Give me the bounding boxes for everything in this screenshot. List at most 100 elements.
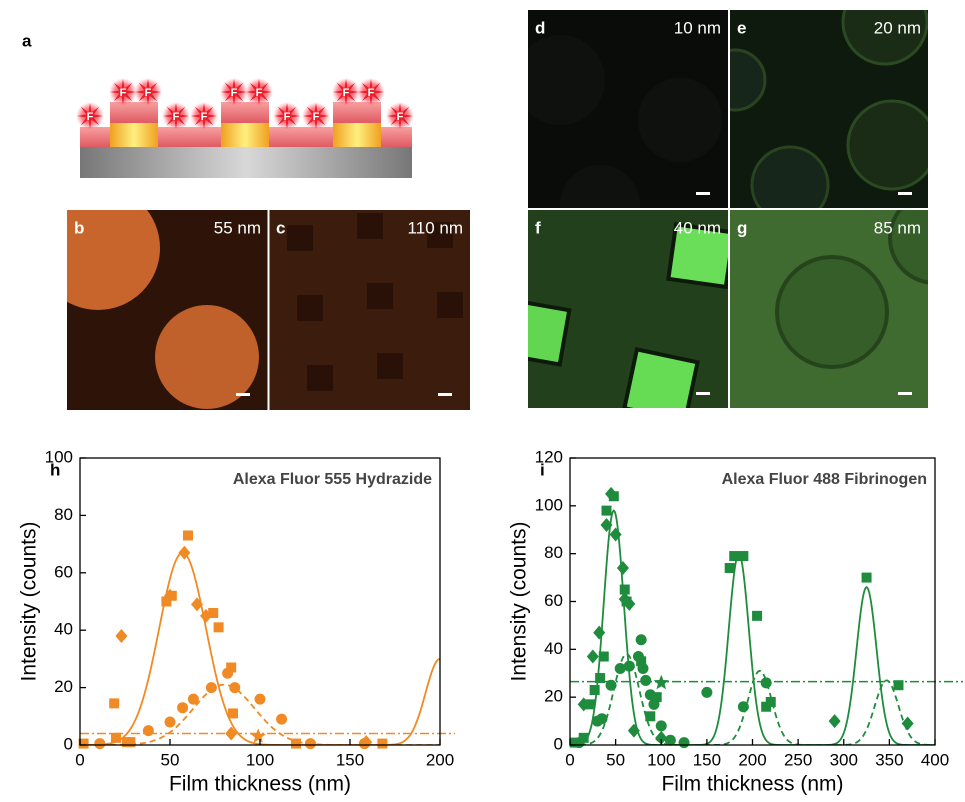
micrograph — [506, 210, 734, 421]
point — [638, 663, 649, 674]
fluorophore-label: F — [368, 87, 375, 99]
point — [752, 611, 762, 621]
fluorophore-label: F — [145, 87, 152, 99]
point — [628, 724, 640, 738]
panel-label: e — [737, 18, 746, 37]
point — [599, 652, 609, 662]
point — [602, 506, 612, 516]
point — [829, 714, 841, 728]
point — [654, 675, 669, 690]
fit-curve — [570, 511, 935, 745]
micrograph — [730, 193, 965, 408]
point — [229, 682, 240, 693]
y-tick-label: 60 — [544, 591, 563, 610]
x-tick-label: 50 — [161, 750, 180, 769]
point — [143, 725, 154, 736]
point — [862, 573, 872, 583]
point — [593, 626, 605, 640]
chart: 050100150200250300350400020406080100120F… — [508, 447, 963, 795]
point — [648, 699, 659, 710]
point — [640, 675, 651, 686]
x-tick-label: 0 — [565, 750, 574, 769]
fluorophore-label: F — [120, 87, 127, 99]
fluorophore-label: F — [87, 111, 94, 123]
x-tick-label: 200 — [426, 750, 454, 769]
point — [206, 682, 217, 693]
panel-label: g — [737, 218, 747, 237]
x-tick-label: 200 — [738, 750, 766, 769]
panel-label: i — [540, 460, 545, 479]
thickness-label: 20 nm — [874, 18, 921, 37]
x-tick-label: 100 — [647, 750, 675, 769]
fluorophore-label: F — [231, 87, 238, 99]
fluorophore-label: F — [313, 111, 320, 123]
point — [214, 622, 224, 632]
point — [894, 680, 904, 690]
chart-title: Alexa Fluor 555 Hydrazide — [233, 471, 432, 488]
x-tick-label: 150 — [693, 750, 721, 769]
x-tick-label: 150 — [336, 750, 364, 769]
point — [222, 668, 233, 679]
point — [276, 714, 287, 725]
x-tick-label: 300 — [830, 750, 858, 769]
point — [177, 702, 188, 713]
fits — [570, 511, 935, 745]
point — [109, 698, 119, 708]
point — [624, 661, 635, 672]
y-tick-label: 0 — [64, 734, 73, 753]
micrograph — [269, 210, 470, 410]
panel-label: h — [50, 460, 60, 479]
fluorophore-label: F — [173, 111, 180, 123]
point — [725, 563, 735, 573]
point — [291, 739, 301, 749]
x-axis-title: Film thickness (nm) — [169, 773, 351, 796]
point — [165, 717, 176, 728]
point — [766, 697, 776, 707]
point — [701, 687, 712, 698]
fluorophore-label: F — [256, 87, 263, 99]
chart: 050100150200020406080100Film thickness (… — [18, 447, 455, 795]
point — [596, 713, 607, 724]
point — [574, 737, 585, 748]
charts: 050100150200020406080100Film thickness (… — [18, 447, 963, 795]
thickness-label: 40 nm — [674, 218, 721, 237]
panel-label: f — [535, 218, 541, 237]
y-tick-label: 120 — [535, 447, 563, 466]
point — [251, 728, 266, 743]
x-tick-label: 400 — [921, 750, 949, 769]
x-tick-label: 0 — [75, 750, 84, 769]
thickness-label: 55 nm — [214, 218, 261, 237]
panel-label: d — [535, 18, 545, 37]
point — [183, 530, 193, 540]
y-tick-label: 80 — [54, 505, 73, 524]
fluorophore-label: F — [343, 87, 350, 99]
y-tick-label: 40 — [544, 639, 563, 658]
point — [645, 711, 655, 721]
page: {"diagram": {"label": "a", "fluorophore"… — [0, 0, 965, 797]
point — [636, 634, 647, 645]
point — [305, 738, 316, 749]
panel-label: b — [74, 218, 84, 237]
point — [111, 733, 121, 743]
core — [110, 122, 158, 147]
chart-title: Alexa Fluor 488 Fibrinogen — [722, 471, 927, 488]
core — [221, 122, 269, 147]
thickness-label: 110 nm — [408, 218, 463, 237]
point — [633, 651, 644, 662]
point — [738, 551, 748, 561]
fluorophore-label: F — [397, 111, 404, 123]
x-tick-label: 100 — [246, 750, 274, 769]
point — [665, 735, 676, 746]
x-axis-title: Film thickness (nm) — [661, 773, 843, 796]
core — [333, 122, 381, 147]
x-tick-label: 50 — [606, 750, 625, 769]
figure: a FFFFFFFFFFFF — [0, 0, 965, 797]
point — [595, 673, 605, 683]
point — [645, 689, 656, 700]
point — [738, 701, 749, 712]
point — [255, 694, 266, 705]
y-tick-label: 40 — [54, 620, 73, 639]
point — [656, 720, 667, 731]
point — [228, 708, 238, 718]
fluorophore-label: F — [284, 111, 291, 123]
